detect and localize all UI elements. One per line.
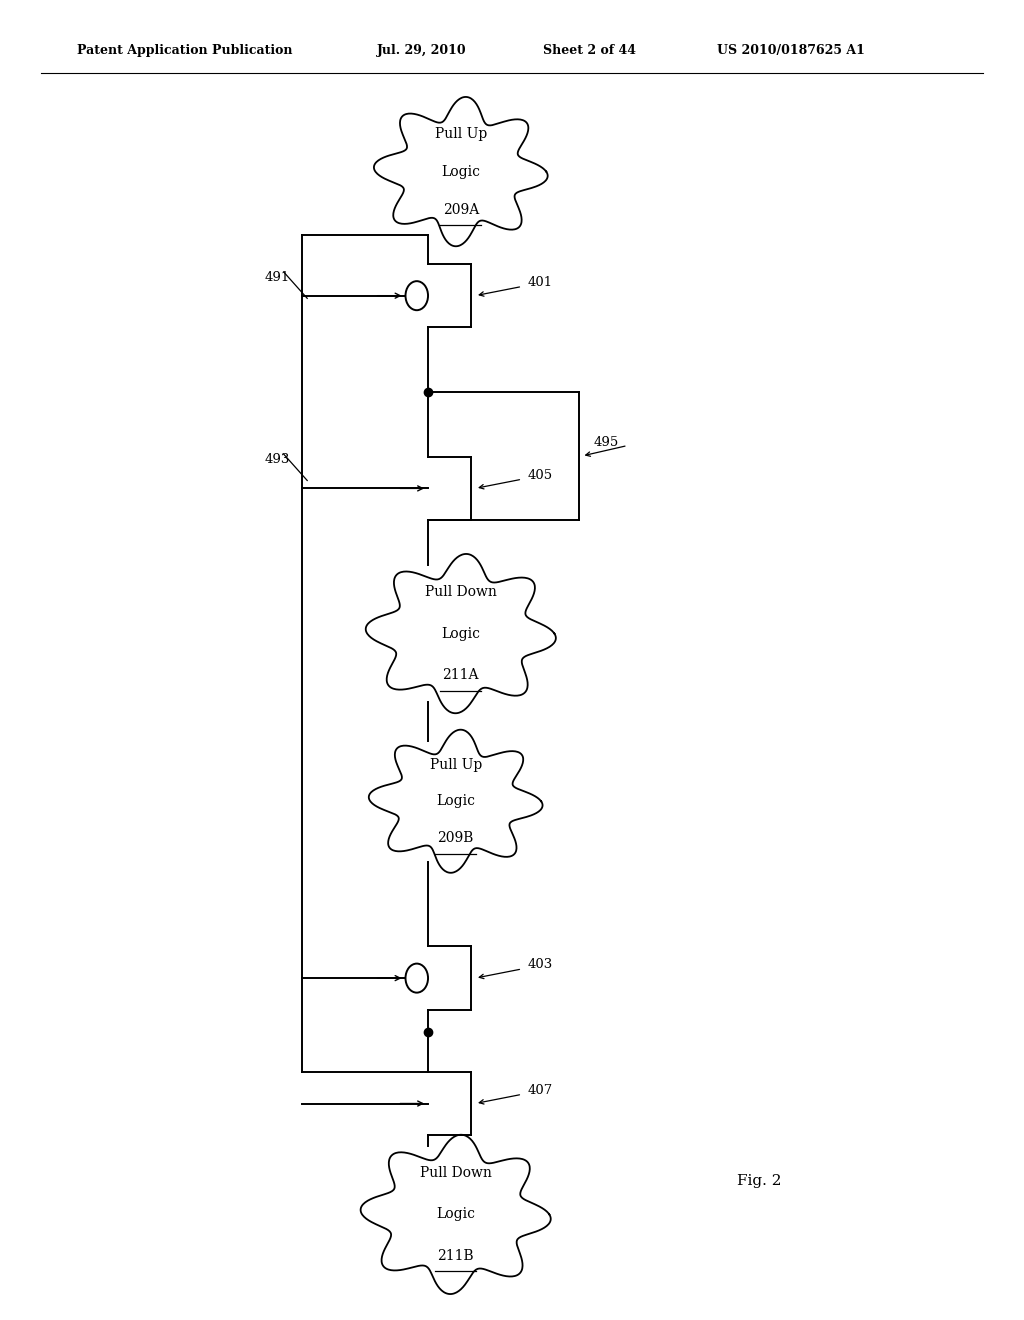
Text: Logic: Logic: [436, 795, 475, 808]
Text: Logic: Logic: [441, 627, 480, 640]
Text: US 2010/0187625 A1: US 2010/0187625 A1: [717, 44, 864, 57]
Text: Logic: Logic: [436, 1208, 475, 1221]
Text: Pull Up: Pull Up: [434, 127, 487, 141]
Text: Pull Up: Pull Up: [429, 758, 482, 772]
Text: 211B: 211B: [437, 1249, 474, 1263]
Text: 491: 491: [264, 271, 290, 284]
Text: 493: 493: [264, 453, 290, 466]
Text: 209A: 209A: [442, 202, 479, 216]
Text: 401: 401: [527, 276, 553, 289]
Text: Logic: Logic: [441, 165, 480, 178]
Text: Jul. 29, 2010: Jul. 29, 2010: [377, 44, 467, 57]
Text: Fig. 2: Fig. 2: [737, 1175, 781, 1188]
Text: 211A: 211A: [442, 668, 479, 682]
Circle shape: [406, 964, 428, 993]
Text: Patent Application Publication: Patent Application Publication: [77, 44, 292, 57]
Text: 495: 495: [594, 437, 620, 449]
Text: Pull Down: Pull Down: [420, 1166, 492, 1180]
Text: 403: 403: [527, 958, 553, 972]
Text: 209B: 209B: [437, 830, 474, 845]
Text: Pull Down: Pull Down: [425, 585, 497, 599]
Circle shape: [406, 281, 428, 310]
Text: 405: 405: [527, 469, 553, 482]
Text: 407: 407: [527, 1084, 553, 1097]
Text: Sheet 2 of 44: Sheet 2 of 44: [543, 44, 636, 57]
